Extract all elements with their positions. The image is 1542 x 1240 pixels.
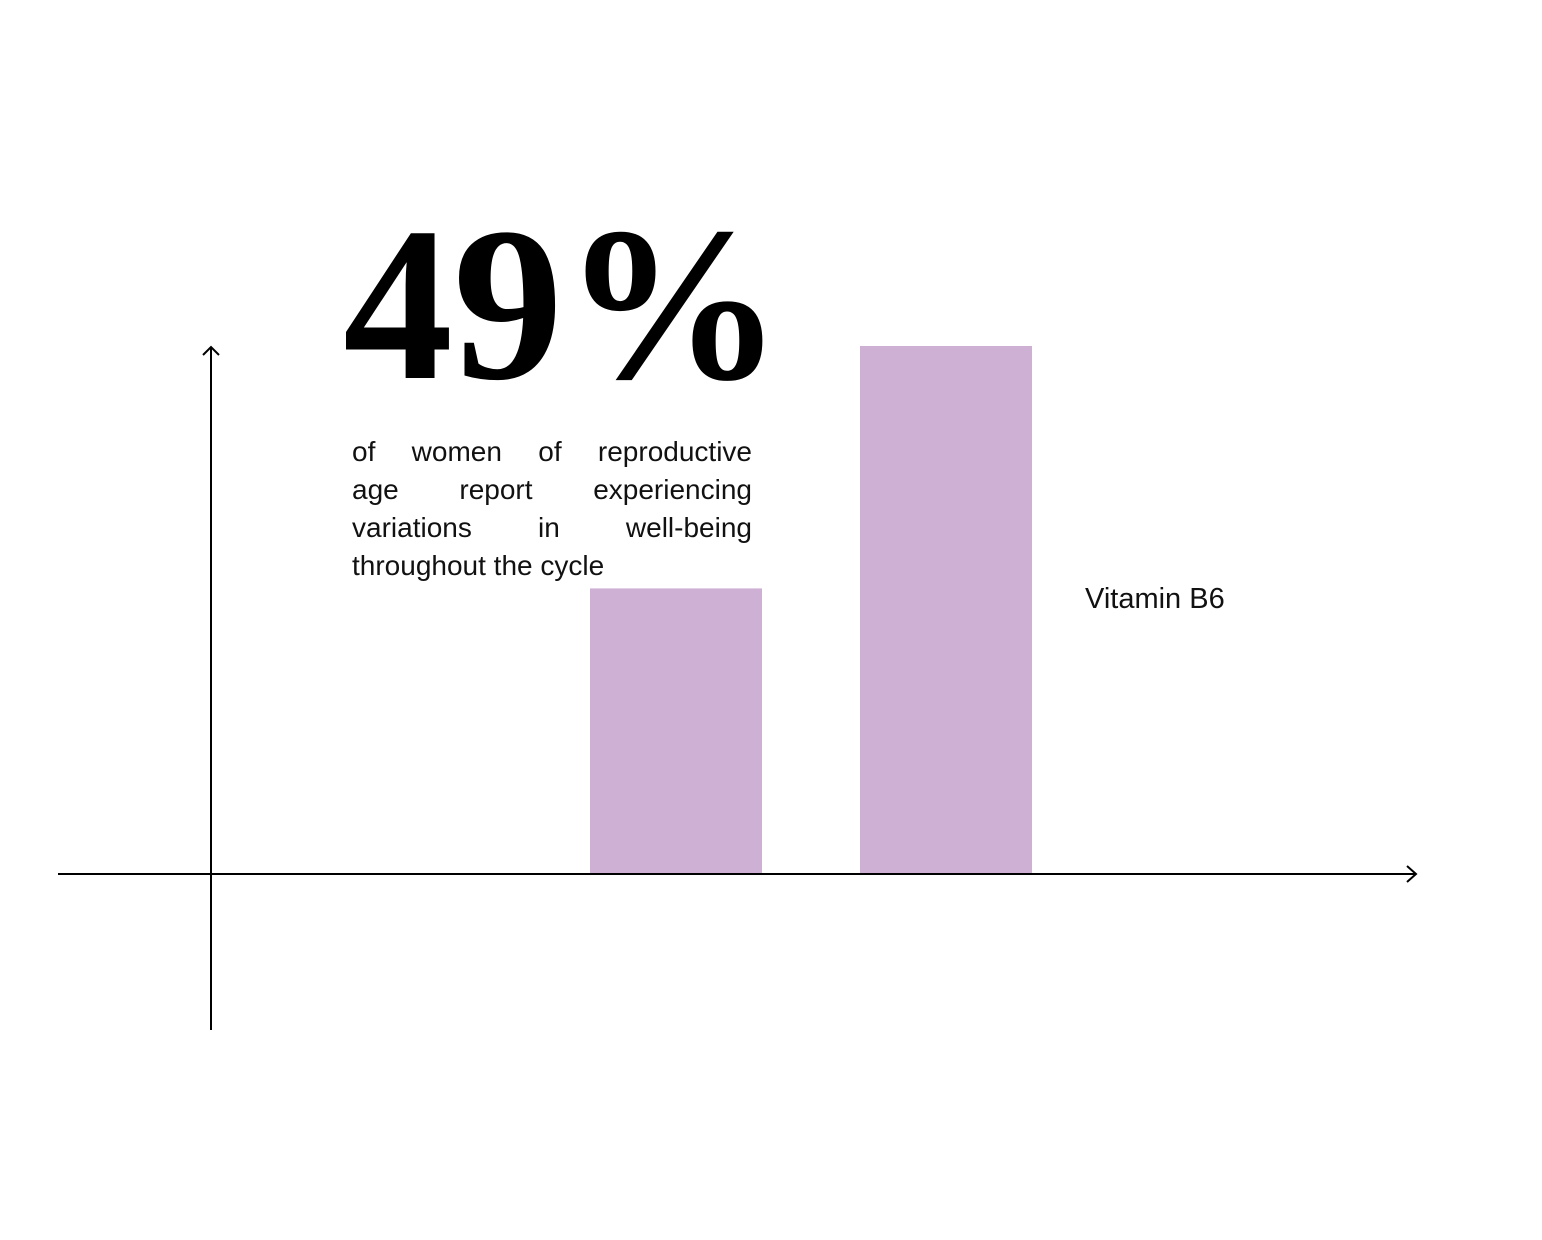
y-axis-arrow-icon xyxy=(202,345,220,356)
bar-1 xyxy=(590,588,762,873)
description-line-4: throughout the cycle xyxy=(352,550,605,581)
annotation-vitamin-b6: Vitamin B6 xyxy=(1085,583,1225,615)
headline-stat: 49% xyxy=(343,182,783,426)
description-line-2: age report experiencing xyxy=(352,474,752,505)
x-axis-arrow-icon xyxy=(1406,865,1418,883)
bars-group xyxy=(590,346,1032,873)
description-line-3: variations in well-being xyxy=(352,512,752,543)
description-line-1: of women of reproductive xyxy=(352,436,752,467)
bar-2 xyxy=(860,346,1032,873)
